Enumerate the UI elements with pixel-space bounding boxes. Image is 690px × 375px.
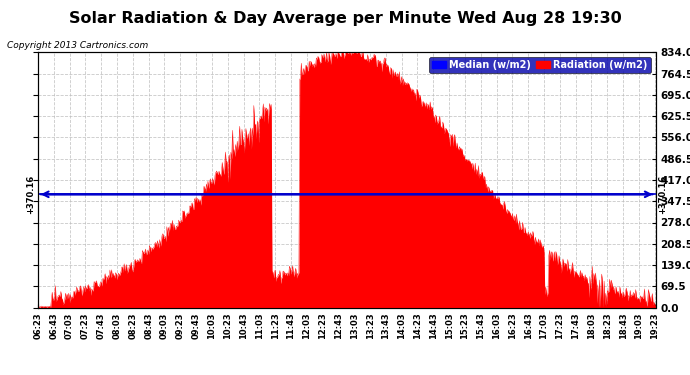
- Text: +370.16: +370.16: [658, 175, 668, 214]
- Text: Solar Radiation & Day Average per Minute Wed Aug 28 19:30: Solar Radiation & Day Average per Minute…: [68, 11, 622, 26]
- Legend: Median (w/m2), Radiation (w/m2): Median (w/m2), Radiation (w/m2): [428, 57, 651, 73]
- Text: Copyright 2013 Cartronics.com: Copyright 2013 Cartronics.com: [7, 41, 148, 50]
- Text: +370.16: +370.16: [26, 175, 35, 214]
